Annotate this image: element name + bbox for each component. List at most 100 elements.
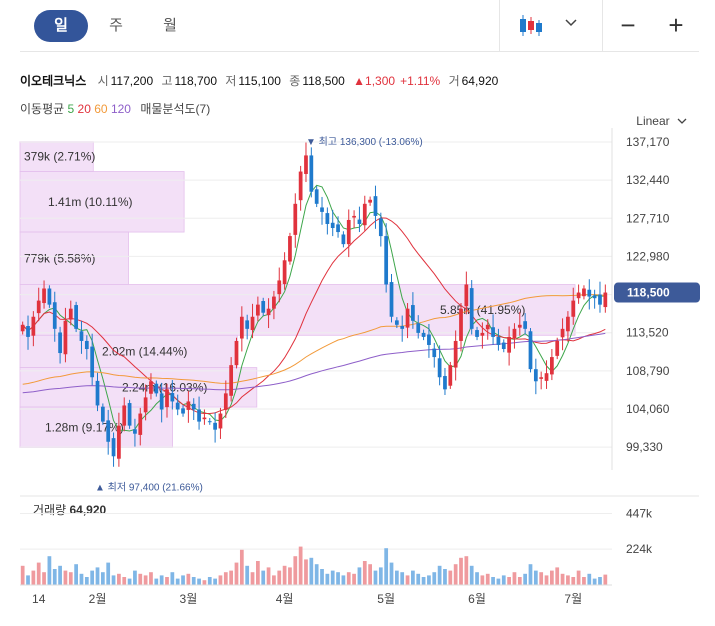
volume-chart: 거래량 64,920 447k 224k [20, 495, 699, 586]
volume-profile-label: 5.85m (41.95%) [440, 303, 525, 317]
volume-bar [523, 573, 528, 585]
volume-bar [384, 548, 389, 585]
volume-bar [74, 564, 78, 585]
candle-body [491, 327, 495, 337]
volume-profile-bar [19, 171, 185, 233]
volume-bar [437, 565, 442, 585]
candle-body [432, 348, 437, 358]
candle-body [234, 340, 239, 366]
candle-body [133, 429, 137, 434]
candle-body [154, 383, 159, 394]
volume-bar [181, 575, 185, 585]
volume-profile-label: 1.28m (9.17%) [45, 420, 124, 434]
low-label: 저 [225, 74, 237, 88]
volume-bar [122, 577, 127, 585]
volume-bar [106, 562, 111, 585]
volume-bar [261, 570, 266, 585]
volume-profile-toggle[interactable]: 매물분석도(7) [140, 102, 211, 116]
candle-body [416, 323, 421, 333]
candle-body [336, 224, 340, 233]
volume-bar [507, 577, 511, 585]
volume-bar [197, 578, 201, 585]
ma-label: 이동평균 [20, 102, 65, 116]
zoom-in-button[interactable]: + [668, 10, 684, 40]
volume-bar [52, 569, 57, 585]
candle-body [453, 340, 458, 368]
candle-body [90, 346, 95, 378]
candle-body [330, 222, 335, 229]
candle-body [443, 376, 447, 390]
volume-bar [154, 578, 159, 585]
candle-body [475, 330, 479, 337]
candle-body [501, 342, 506, 350]
toolbar-divider [602, 0, 603, 52]
low-value: 115,100 [238, 74, 281, 88]
volume-bar [560, 573, 565, 585]
volume-bar [63, 570, 68, 585]
candle-body [389, 282, 394, 317]
candle-body [373, 196, 378, 216]
zoom-out-button[interactable]: − [620, 10, 636, 40]
candle-body [582, 288, 586, 297]
tab-weekly[interactable]: 주 [109, 17, 123, 34]
volume-bar [592, 578, 597, 585]
candle-body [598, 294, 602, 305]
ma-20: 20 [77, 102, 91, 116]
volume-bar [239, 549, 244, 585]
volume-bar [31, 570, 36, 585]
candle-body [218, 413, 223, 429]
volume-bar [517, 577, 522, 585]
volume-bar [234, 562, 239, 585]
y-axis: 137,170 132,440 127,710 122,980 118,250 113,5… [614, 135, 700, 454]
volume-bar [250, 572, 255, 585]
candles [20, 142, 608, 467]
scale-selector[interactable]: Linear [636, 114, 687, 128]
candle-body [507, 336, 511, 353]
candle-body [272, 296, 276, 309]
candle-body [170, 392, 175, 402]
price-summary: 이오테크닉스 시 117,200 고 118,700 저 115,100 종 118,5… [20, 72, 503, 89]
candle-body [261, 301, 266, 313]
volume-bar [555, 567, 560, 585]
volume-bar [421, 577, 426, 585]
volume-bar [218, 575, 223, 585]
volume-bar [165, 577, 169, 585]
volume-tick-label: 447k [626, 506, 653, 520]
candle-body [437, 358, 442, 378]
header-divider [20, 51, 699, 52]
tab-daily[interactable]: 일 [34, 10, 88, 42]
y-tick-label: 113,520 [626, 326, 669, 340]
volume-bar [346, 572, 351, 585]
moving-average-legend[interactable]: 이동평균 5 20 60 120 매물분석도(7) [20, 100, 210, 117]
candle-body [400, 326, 405, 329]
volume-bar [459, 557, 463, 585]
chevron-down-icon [677, 118, 687, 124]
tab-monthly[interactable]: 월 [163, 17, 177, 34]
volume-bar [282, 565, 287, 585]
volume-bar [416, 573, 421, 585]
candle-body [480, 332, 485, 336]
volume-bar [213, 578, 217, 585]
volume-bar [245, 565, 250, 585]
candle-body [31, 316, 36, 336]
volume-bar [58, 565, 62, 585]
volume-bar [90, 570, 95, 585]
volume-bar [330, 570, 335, 585]
candle-body [74, 305, 78, 329]
volume-bar [202, 580, 207, 585]
candle-body [576, 292, 581, 299]
ma-20-line [22, 217, 606, 414]
volume-profile-bar [19, 334, 238, 368]
y-tick-label: 122,980 [626, 249, 670, 263]
volume-bar [432, 572, 437, 585]
volume-bar [362, 561, 367, 585]
candle-body [165, 389, 169, 408]
x-tick-label: 3월 [180, 592, 198, 606]
volume-profile-label: 2.24m (16.03%) [122, 380, 207, 394]
candle-body [127, 403, 132, 426]
volume-bar [325, 573, 330, 585]
chart-type-selector[interactable] [514, 12, 590, 40]
volume-bar [143, 575, 148, 585]
volume-bar [133, 570, 137, 585]
